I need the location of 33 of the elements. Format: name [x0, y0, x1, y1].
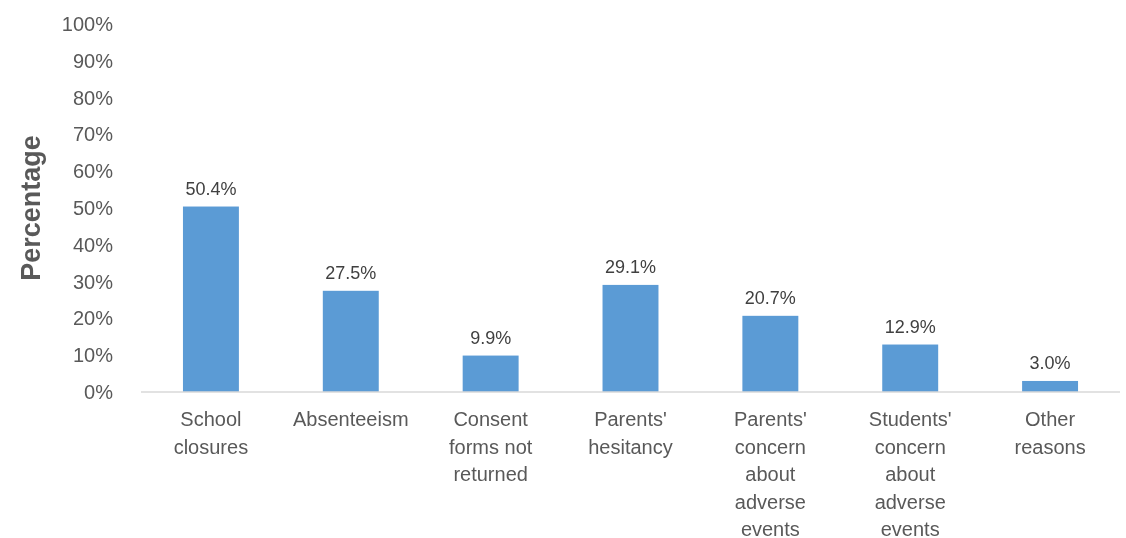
bar — [882, 344, 939, 392]
data-label: 9.9% — [470, 327, 512, 348]
data-label: 20.7% — [744, 287, 796, 308]
bar — [462, 355, 519, 392]
data-label: 3.0% — [1029, 352, 1071, 373]
data-label: 27.5% — [325, 262, 377, 283]
data-label: 12.9% — [884, 316, 936, 337]
x-tick-label: Consent forms not returned — [448, 408, 533, 485]
y-tick-label: 60% — [72, 160, 114, 183]
data-label: 50.4% — [185, 178, 237, 199]
y-tick-label: 10% — [72, 344, 114, 367]
bar — [1022, 380, 1079, 392]
x-tick-label: Absenteeism — [292, 408, 409, 430]
x-tick-label: School closures — [173, 408, 249, 458]
x-tick-label: Other reasons — [1014, 408, 1086, 458]
y-tick-label: 20% — [72, 307, 114, 330]
bar — [182, 206, 239, 392]
y-tick-label: 40% — [72, 233, 114, 256]
y-tick-label: 90% — [72, 49, 114, 72]
y-tick-label: 30% — [72, 270, 114, 293]
y-tick-label: 0% — [84, 381, 114, 403]
y-tick-label: 50% — [72, 197, 114, 219]
x-tick-label: Parents' hesitancy — [588, 408, 673, 458]
bar — [742, 315, 799, 392]
y-tick-label: 80% — [72, 86, 114, 109]
x-tick-label: Students' concern about adverse events — [868, 408, 952, 538]
y-tick-label: 100% — [61, 13, 114, 35]
y-axis-title: Percentage — [16, 135, 46, 281]
y-tick-label: 70% — [72, 123, 114, 146]
bar — [322, 290, 379, 392]
data-label: 29.1% — [604, 256, 657, 277]
x-tick-label: Parents' concern about adverse events — [733, 408, 807, 538]
bar — [602, 284, 659, 392]
